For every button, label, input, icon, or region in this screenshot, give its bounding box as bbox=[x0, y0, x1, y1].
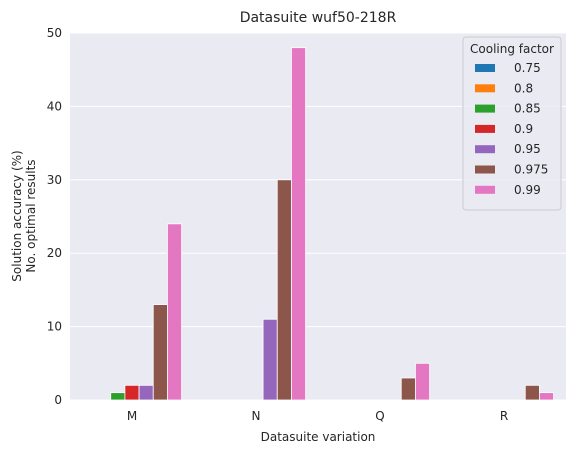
y-tick-label: 10 bbox=[47, 320, 62, 334]
x-tick-label: M bbox=[127, 409, 137, 423]
legend-swatch bbox=[475, 186, 495, 194]
y-tick-label: 0 bbox=[54, 393, 62, 407]
bar bbox=[125, 385, 139, 400]
legend-swatch bbox=[475, 145, 495, 153]
y-axis-ticks: 0 10 20 30 40 50 bbox=[47, 26, 62, 407]
y-axis-label-line-1: Solution accuracy (%) bbox=[10, 150, 24, 281]
x-tick-label: N bbox=[252, 409, 261, 423]
y-tick-label: 40 bbox=[47, 99, 62, 113]
bar bbox=[139, 385, 153, 400]
bar bbox=[525, 385, 539, 400]
bar bbox=[277, 180, 291, 400]
legend-entry: 0.75 bbox=[514, 61, 541, 75]
legend-box bbox=[463, 37, 561, 210]
y-tick-label: 50 bbox=[47, 26, 62, 40]
legend-swatch bbox=[475, 166, 495, 174]
legend-swatch bbox=[475, 84, 495, 92]
legend-entry: 0.975 bbox=[514, 163, 548, 177]
legend-entry: 0.8 bbox=[514, 81, 533, 95]
y-tick-label: 20 bbox=[47, 246, 62, 260]
legend-swatch bbox=[475, 64, 495, 72]
legend-swatch bbox=[475, 105, 495, 113]
bar bbox=[167, 224, 181, 400]
legend-entry: 0.9 bbox=[514, 122, 533, 136]
legend-entry: 0.85 bbox=[514, 102, 541, 116]
bar bbox=[539, 393, 553, 400]
x-axis-label: Datasuite variation bbox=[261, 430, 376, 444]
chart-title: Datasuite wuf50-218R bbox=[240, 10, 397, 26]
legend-entry: 0.95 bbox=[514, 142, 541, 156]
bar bbox=[415, 363, 429, 400]
legend-swatch bbox=[475, 125, 495, 133]
y-tick-label: 30 bbox=[47, 173, 62, 187]
x-tick-label: Q bbox=[375, 409, 384, 423]
bar bbox=[153, 305, 167, 400]
bar bbox=[291, 48, 305, 400]
legend-entry: 0.99 bbox=[514, 183, 541, 197]
legend: Cooling factor 0.75 0.8 0.85 0.9 0.95 0.975 0.… bbox=[463, 37, 561, 210]
bar bbox=[401, 378, 415, 400]
bar bbox=[263, 319, 277, 400]
legend-title: Cooling factor bbox=[470, 42, 554, 56]
y-axis-label-line-2: No. optimal results bbox=[24, 159, 38, 272]
x-tick-label: R bbox=[500, 409, 508, 423]
bar bbox=[111, 393, 125, 400]
